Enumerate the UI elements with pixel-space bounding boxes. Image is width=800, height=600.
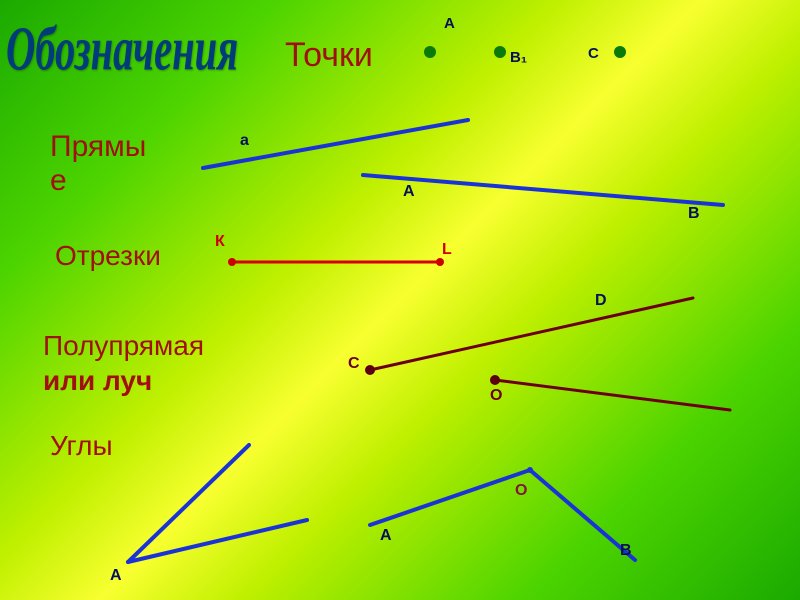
svg-text:О: О	[515, 482, 527, 499]
svg-text:L: L	[442, 241, 452, 258]
label-ray-2: или луч	[43, 365, 152, 397]
svg-text:А: А	[444, 15, 455, 32]
svg-text:В: В	[688, 205, 700, 222]
label-lines: Прямы е	[50, 130, 146, 198]
label-segments: Отрезки	[55, 240, 161, 272]
svg-text:С: С	[588, 45, 599, 62]
svg-text:В: В	[620, 542, 632, 559]
label-angles: Углы	[50, 430, 113, 462]
svg-text:А: А	[403, 183, 415, 200]
diagram-canvas: А В₁ Са А В К L С D О А О А В	[0, 0, 800, 600]
svg-text:А: А	[380, 527, 392, 544]
svg-text:а: а	[240, 132, 249, 149]
svg-text:D: D	[595, 292, 607, 309]
svg-text:А: А	[110, 567, 122, 584]
svg-text:О: О	[490, 387, 502, 404]
svg-text:К: К	[215, 233, 225, 250]
svg-text:В₁: В₁	[510, 49, 527, 66]
title: Обозначения	[6, 14, 238, 85]
label-ray-1: Полупрямая	[43, 330, 204, 362]
label-points: Точки	[285, 36, 373, 75]
svg-text:С: С	[348, 355, 360, 372]
